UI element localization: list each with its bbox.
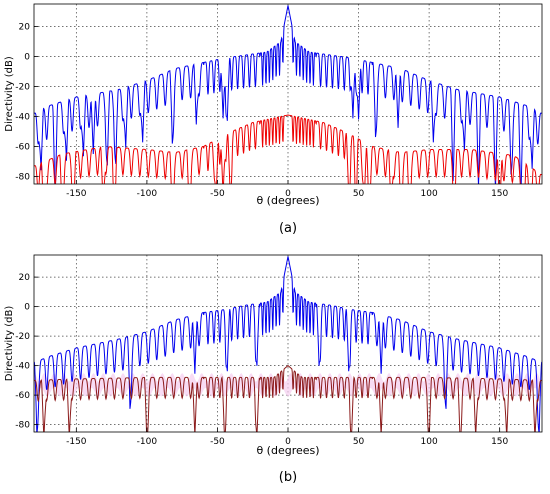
x-tick-label: 50 [353,189,365,199]
y-tick-label: 0 [24,53,30,63]
y-tick-label: -60 [15,391,30,401]
y-tick-label: -40 [15,113,30,123]
y-tick-label: -80 [15,421,30,431]
x-tick-label: -150 [66,437,87,447]
y-axis-label: Directivity (dB) [4,306,15,382]
chart-panel-b: -150 -100 -50 0 50 100 150 -80 -60 -40 -20 0 20 θ (de… [4,254,543,485]
series-line-darkred [34,364,542,432]
x-tick-label: -50 [210,437,225,447]
y-tick-label: 20 [19,23,31,33]
series-line-red [34,114,542,184]
x-tick-label: -100 [137,189,158,199]
series-line-blue [34,256,542,432]
x-tick-label: -150 [66,189,87,199]
series-line-blue [34,5,542,184]
x-axis-label: θ (degrees) [256,444,319,457]
x-tick-label: 50 [353,437,365,447]
x-tick-label: 150 [491,189,508,199]
y-tick-label: -40 [15,362,30,372]
y-tick-label: -80 [15,173,30,183]
x-tick-label: 100 [421,189,438,199]
shaded-band [34,373,542,397]
y-tick-label: -60 [15,143,30,153]
panel-caption: (b) [279,470,297,485]
y-tick-label: -20 [15,83,30,93]
x-tick-label: 100 [421,437,438,447]
x-tick-label: -100 [137,437,158,447]
y-tick-label: 20 [19,273,31,283]
y-tick-label: 0 [24,303,30,313]
y-tick-label: -20 [15,332,30,342]
x-tick-label: 150 [491,437,508,447]
x-tick-label: 0 [285,189,291,199]
chart-panel-a: -150 -100 -50 0 50 100 150 -80 -60 -40 -20 0 20 θ (de… [4,3,543,236]
x-tick-label: -50 [210,189,225,199]
x-axis-label: θ (degrees) [256,194,319,207]
panel-caption: (a) [279,221,297,236]
x-tick-label: 0 [285,437,291,447]
y-axis-label: Directivity (dB) [4,56,15,132]
